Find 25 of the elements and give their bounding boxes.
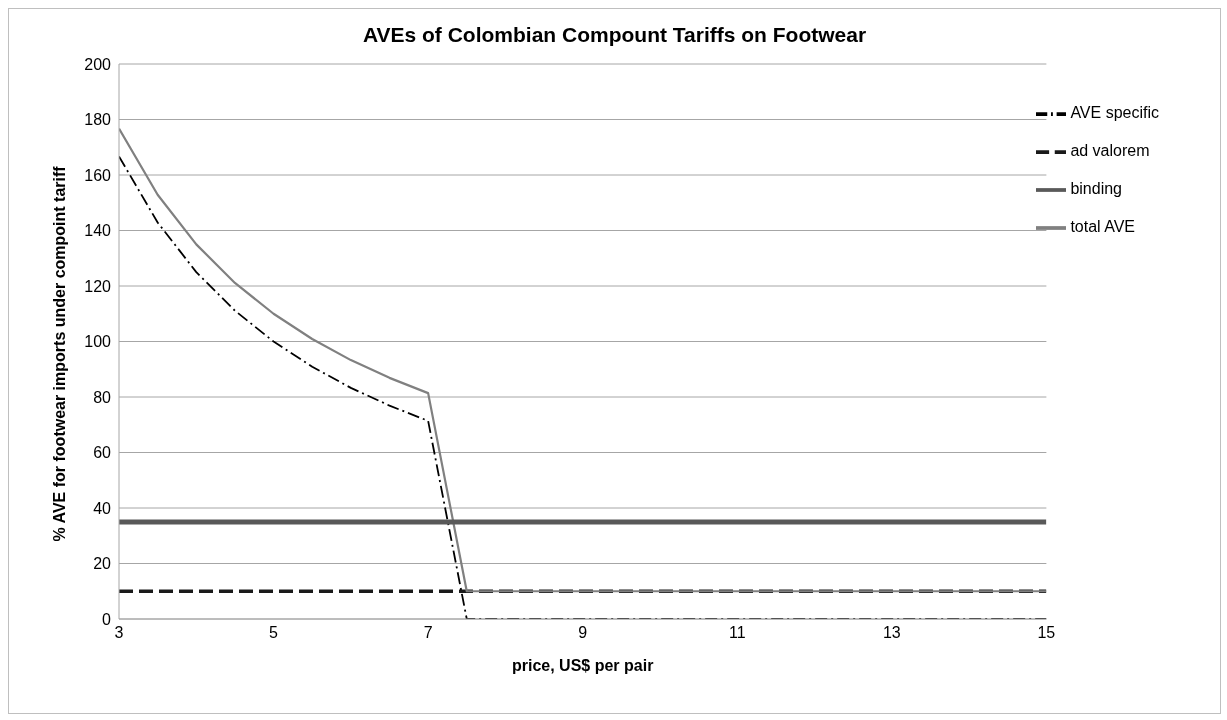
x-tick-label: 7 [423,624,433,642]
legend-label: binding [1070,180,1122,197]
y-tick-label: 160 [84,166,112,184]
y-tick-label: 140 [84,222,112,240]
chart-title: AVEs of Colombian Compount Tariffs on Footwear [361,23,868,47]
x-tick-label: 13 [882,624,901,642]
x-tick-label: 3 [114,624,124,642]
y-tick-label: 40 [93,499,112,517]
y-tick-label: 20 [93,555,112,573]
y-tick-label: 0 [102,610,112,628]
y-tick-label: 180 [84,111,112,129]
x-tick-label: 15 [1037,624,1056,642]
y-tick-label: 120 [84,277,112,295]
x-tick-label: 11 [728,624,746,642]
y-tick-label: 60 [93,444,112,462]
y-tick-label: 100 [84,333,112,351]
x-tick-label: 5 [269,624,279,642]
y-tick-label: 80 [93,388,112,406]
legend-label: AVE specific [1070,104,1159,121]
x-tick-label: 9 [578,624,588,642]
y-axis-title: % AVE for footwear imports under compoint tariff [50,165,68,542]
x-axis-title: price, US$ per pair [511,657,654,674]
legend-label: total AVE [1070,218,1136,235]
y-tick-label: 200 [84,55,112,73]
legend-label: ad valorem [1070,142,1150,159]
